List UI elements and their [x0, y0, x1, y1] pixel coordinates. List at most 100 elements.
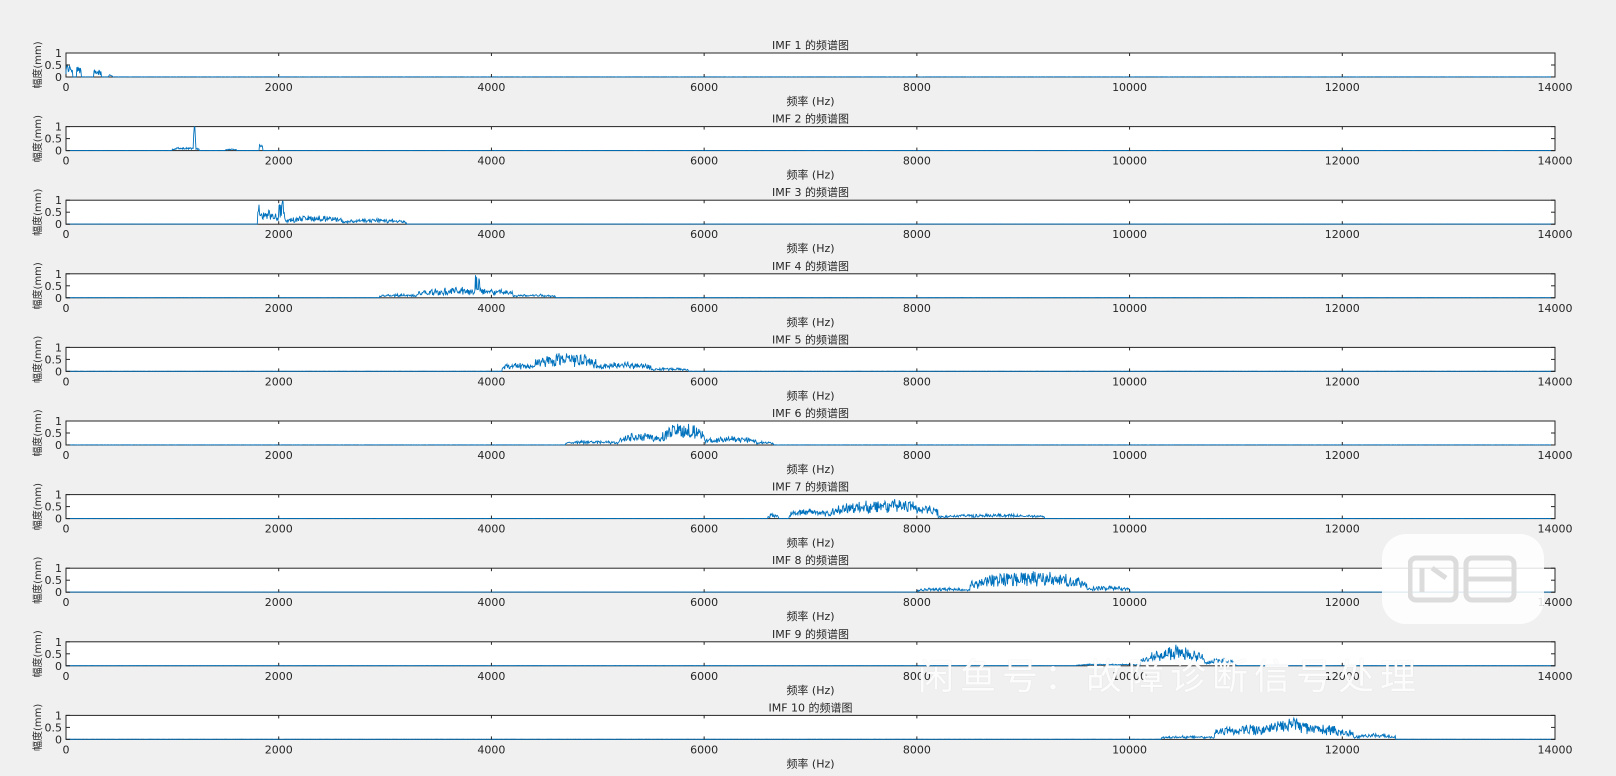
- xtick-label: 6000: [690, 155, 718, 168]
- xtick-label: 10000: [1112, 596, 1147, 609]
- spectrum-line: [65, 716, 1556, 740]
- ytick-label: 0.5: [45, 206, 63, 219]
- xtick-label: 10000: [1112, 375, 1147, 388]
- xtick-label: 10000: [1112, 743, 1147, 756]
- xtick-label: 14000: [1538, 670, 1573, 683]
- xtick-label: 0: [63, 375, 70, 388]
- xtick-label: 8000: [903, 81, 931, 94]
- x-axis-label: 频率 (Hz): [786, 168, 834, 182]
- subplot-imf-4: 0 2000 4000 6000 8000 10000 12000 14000 00.51 IMF…: [31, 259, 1573, 329]
- subplot-title: IMF 6 的频谱图: [772, 406, 849, 420]
- spectrum-line: [65, 275, 1556, 299]
- xtick-label: 10000: [1112, 81, 1147, 94]
- xtick-label: 0: [63, 743, 70, 756]
- xtick-label: 4000: [477, 743, 505, 756]
- xtick-label: 0: [63, 155, 70, 168]
- plot-area: [65, 420, 1556, 446]
- ytick-label: 0: [55, 513, 62, 526]
- xtick-label: 8000: [903, 523, 931, 536]
- xtick-label: 14000: [1538, 81, 1573, 94]
- y-axis-label: 幅度(mm): [31, 336, 44, 383]
- xtick-label: 4000: [477, 670, 505, 683]
- y-axis-label: 幅度(mm): [31, 115, 44, 162]
- ytick-label: 1: [55, 709, 62, 722]
- ytick-label: 0.5: [45, 59, 63, 72]
- spectrum-line: [65, 200, 1555, 225]
- y-axis-label: 幅度(mm): [31, 704, 44, 751]
- ytick-label: 1: [55, 489, 62, 502]
- xtick-label: 12000: [1325, 81, 1360, 94]
- xtick-label: 4000: [477, 449, 505, 462]
- ytick-label: 1: [55, 341, 62, 354]
- xtick-label: 6000: [690, 596, 718, 609]
- xtick-label: 6000: [690, 670, 718, 683]
- xtick-label: 12000: [1325, 375, 1360, 388]
- xtick-label: 6000: [690, 375, 718, 388]
- ytick-label: 0: [55, 733, 62, 746]
- xtick-label: 2000: [265, 596, 293, 609]
- xtick-label: 14000: [1538, 743, 1573, 756]
- subplot-title: IMF 3 的频谱图: [772, 185, 849, 199]
- subplot-title: IMF 8 的频谱图: [772, 553, 849, 567]
- y-axis-label: 幅度(mm): [31, 262, 44, 309]
- subplot-title: IMF 4 的频谱图: [772, 259, 849, 273]
- xtick-label: 14000: [1538, 155, 1573, 168]
- spectrum-line: [65, 352, 1556, 372]
- plot-area: [65, 273, 1556, 299]
- xtick-label: 4000: [477, 155, 505, 168]
- xtick-label: 4000: [477, 523, 505, 536]
- xtick-label: 2000: [265, 449, 293, 462]
- plot-area: [65, 641, 1556, 667]
- spectrum-line: [65, 644, 1556, 667]
- xtick-label: 10000: [1112, 449, 1147, 462]
- x-axis-label: 频率 (Hz): [786, 94, 834, 108]
- ytick-label: 1: [55, 268, 62, 281]
- xtick-label: 12000: [1325, 449, 1360, 462]
- ytick-label: 1: [55, 562, 62, 575]
- ytick-label: 0: [55, 292, 62, 305]
- xtick-label: 10000: [1112, 523, 1147, 536]
- subplot-title: IMF 1 的频谱图: [772, 38, 849, 52]
- subplot-title: IMF 9 的频谱图: [772, 627, 849, 641]
- xtick-label: 4000: [477, 375, 505, 388]
- spectrum-line: [65, 423, 1556, 446]
- xtick-label: 2000: [265, 523, 293, 536]
- xtick-label: 0: [63, 81, 70, 94]
- plot-area: [65, 199, 1556, 225]
- xtick-label: 4000: [477, 596, 505, 609]
- subplot-imf-8: 0 2000 4000 6000 8000 10000 12000 14000 00.51 IMF…: [31, 553, 1573, 623]
- subplot-imf-7: 0 2000 4000 6000 8000 10000 12000 14000 00.51 IMF…: [31, 480, 1573, 550]
- ytick-label: 0.5: [45, 280, 63, 293]
- x-axis-label: 频率 (Hz): [786, 388, 834, 402]
- xtick-label: 12000: [1325, 155, 1360, 168]
- x-axis-label: 频率 (Hz): [786, 462, 834, 476]
- plot-area: [65, 126, 1556, 152]
- subplot-title: IMF 10 的频谱图: [768, 700, 852, 714]
- ytick-label: 1: [55, 194, 62, 207]
- xtick-label: 2000: [265, 155, 293, 168]
- xtick-label: 2000: [265, 670, 293, 683]
- spectrum-line: [65, 571, 1556, 593]
- x-axis-label: 频率 (Hz): [786, 315, 834, 329]
- x-axis-label: 频率 (Hz): [786, 756, 834, 770]
- ytick-label: 0: [55, 586, 62, 599]
- xtick-label: 6000: [690, 449, 718, 462]
- y-axis-label: 幅度(mm): [31, 188, 44, 235]
- subplot-imf-1: 0 2000 4000 6000 8000 10000 12000 14000 00.51 IMF…: [31, 38, 1573, 108]
- ytick-label: 0.5: [45, 574, 63, 587]
- ytick-label: 0.5: [45, 648, 63, 661]
- plot-area: [65, 52, 1556, 78]
- ytick-label: 0: [55, 439, 62, 452]
- xtick-label: 8000: [903, 155, 931, 168]
- xtick-label: 2000: [265, 228, 293, 241]
- xtick-label: 10000: [1112, 228, 1147, 241]
- ytick-label: 1: [55, 636, 62, 649]
- spectrum-line: [65, 126, 1555, 151]
- subplot-imf-3: 0 2000 4000 6000 8000 10000 12000 14000 00.51 IMF…: [31, 185, 1573, 255]
- subplot-imf-6: 0 2000 4000 6000 8000 10000 12000 14000 00.51 IMF…: [31, 406, 1573, 476]
- x-axis-label: 频率 (Hz): [786, 536, 834, 550]
- ytick-label: 0.5: [45, 133, 63, 146]
- ytick-label: 0.5: [45, 721, 63, 734]
- xtick-label: 0: [63, 523, 70, 536]
- xtick-label: 6000: [690, 523, 718, 536]
